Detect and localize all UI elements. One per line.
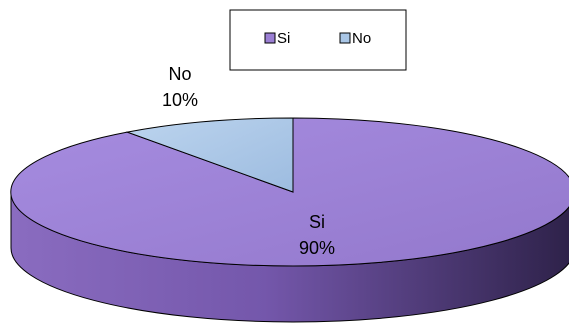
legend-swatch-si bbox=[264, 32, 276, 44]
legend-label-no: No bbox=[352, 30, 371, 47]
legend-box bbox=[229, 9, 407, 71]
data-label-no-name: No bbox=[168, 64, 191, 84]
pie bbox=[10, 117, 569, 323]
data-label-si-name: Si bbox=[309, 212, 325, 232]
pie-slice-no bbox=[125, 117, 294, 193]
pie-slice-si bbox=[10, 117, 569, 267]
legend-label-si: Si bbox=[277, 30, 290, 47]
legend: Si No bbox=[229, 9, 407, 71]
legend-entry-no: No bbox=[339, 30, 371, 47]
legend-swatch-no bbox=[339, 32, 351, 44]
data-labels: No 10% Si 90% bbox=[162, 64, 335, 258]
data-label-no-percent: 10% bbox=[162, 90, 198, 110]
legend-entry-si: Si bbox=[264, 30, 290, 47]
data-label-si-percent: 90% bbox=[299, 238, 335, 258]
